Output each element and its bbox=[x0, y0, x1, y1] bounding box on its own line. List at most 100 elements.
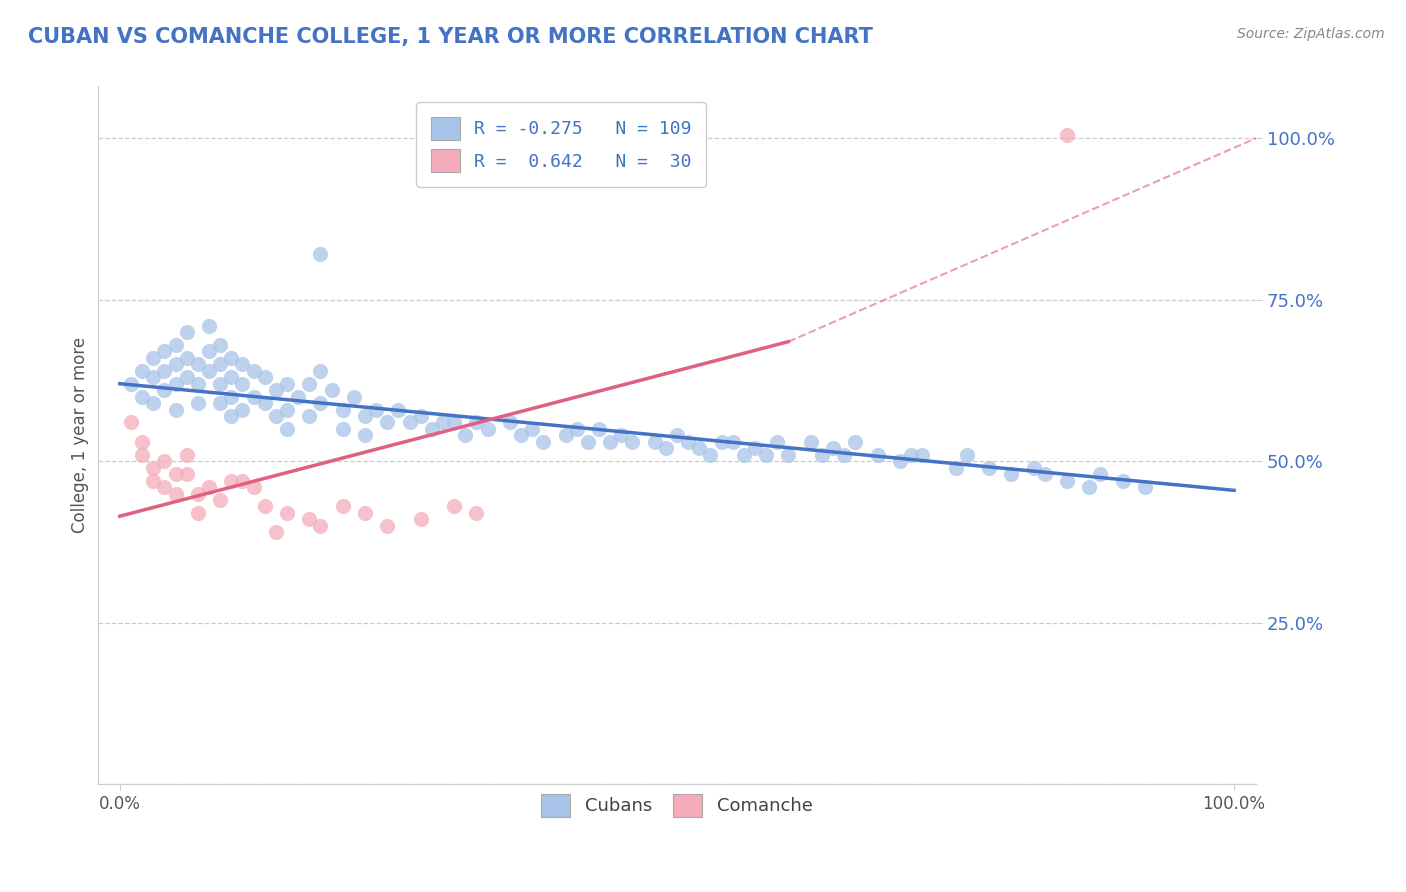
Point bbox=[165, 376, 187, 391]
Point bbox=[276, 402, 298, 417]
Point bbox=[276, 422, 298, 436]
Point bbox=[264, 383, 287, 397]
Point bbox=[209, 357, 232, 371]
Point bbox=[1090, 467, 1112, 482]
Point bbox=[231, 402, 253, 417]
Point bbox=[264, 409, 287, 423]
Text: Source: ZipAtlas.com: Source: ZipAtlas.com bbox=[1237, 27, 1385, 41]
Point bbox=[264, 525, 287, 540]
Point bbox=[176, 325, 198, 339]
Point bbox=[588, 422, 610, 436]
Point bbox=[844, 434, 866, 449]
Point bbox=[131, 364, 153, 378]
Point bbox=[131, 448, 153, 462]
Point bbox=[187, 486, 209, 500]
Point bbox=[198, 344, 221, 359]
Point bbox=[1133, 480, 1156, 494]
Point bbox=[321, 383, 343, 397]
Point bbox=[945, 460, 967, 475]
Point bbox=[366, 402, 388, 417]
Point bbox=[1111, 474, 1133, 488]
Point bbox=[800, 434, 823, 449]
Point bbox=[1078, 480, 1101, 494]
Point bbox=[565, 422, 588, 436]
Point bbox=[354, 409, 377, 423]
Point bbox=[309, 519, 332, 533]
Point bbox=[889, 454, 911, 468]
Point bbox=[298, 512, 321, 526]
Point bbox=[142, 460, 165, 475]
Point bbox=[219, 409, 242, 423]
Point bbox=[209, 338, 232, 352]
Point bbox=[375, 416, 398, 430]
Point bbox=[332, 500, 354, 514]
Point bbox=[142, 370, 165, 384]
Point bbox=[165, 486, 187, 500]
Point bbox=[443, 416, 465, 430]
Point bbox=[276, 376, 298, 391]
Point bbox=[900, 448, 922, 462]
Point bbox=[231, 357, 253, 371]
Point bbox=[375, 519, 398, 533]
Point bbox=[165, 338, 187, 352]
Point bbox=[1000, 467, 1022, 482]
Point bbox=[755, 448, 778, 462]
Point bbox=[187, 357, 209, 371]
Point bbox=[332, 422, 354, 436]
Point bbox=[187, 376, 209, 391]
Point bbox=[309, 247, 332, 261]
Point bbox=[165, 467, 187, 482]
Point bbox=[599, 434, 621, 449]
Legend: Cubans, Comanche: Cubans, Comanche bbox=[534, 787, 820, 824]
Point bbox=[977, 460, 1000, 475]
Point bbox=[219, 370, 242, 384]
Y-axis label: College, 1 year or more: College, 1 year or more bbox=[72, 337, 89, 533]
Point bbox=[242, 364, 264, 378]
Point bbox=[1033, 467, 1056, 482]
Text: CUBAN VS COMANCHE COLLEGE, 1 YEAR OR MORE CORRELATION CHART: CUBAN VS COMANCHE COLLEGE, 1 YEAR OR MOR… bbox=[28, 27, 873, 46]
Point bbox=[165, 357, 187, 371]
Point bbox=[309, 364, 332, 378]
Point bbox=[398, 416, 420, 430]
Point bbox=[209, 396, 232, 410]
Point bbox=[187, 506, 209, 520]
Point bbox=[409, 512, 432, 526]
Point bbox=[287, 390, 309, 404]
Point bbox=[420, 422, 443, 436]
Point bbox=[120, 376, 142, 391]
Point bbox=[644, 434, 666, 449]
Point bbox=[710, 434, 733, 449]
Point bbox=[665, 428, 688, 442]
Point bbox=[142, 474, 165, 488]
Point bbox=[209, 493, 232, 508]
Point bbox=[465, 416, 488, 430]
Point bbox=[409, 409, 432, 423]
Point bbox=[1056, 128, 1078, 142]
Point bbox=[721, 434, 744, 449]
Point bbox=[219, 474, 242, 488]
Point bbox=[699, 448, 721, 462]
Point bbox=[165, 402, 187, 417]
Point bbox=[120, 416, 142, 430]
Point bbox=[176, 370, 198, 384]
Point bbox=[198, 318, 221, 333]
Point bbox=[209, 376, 232, 391]
Point bbox=[465, 506, 488, 520]
Point bbox=[231, 474, 253, 488]
Point bbox=[778, 448, 800, 462]
Point bbox=[187, 396, 209, 410]
Point bbox=[253, 396, 276, 410]
Point bbox=[219, 351, 242, 365]
Point bbox=[821, 442, 844, 456]
Point bbox=[554, 428, 576, 442]
Point bbox=[766, 434, 789, 449]
Point bbox=[131, 434, 153, 449]
Point bbox=[911, 448, 934, 462]
Point bbox=[142, 351, 165, 365]
Point bbox=[387, 402, 409, 417]
Point bbox=[309, 396, 332, 410]
Point bbox=[253, 500, 276, 514]
Point bbox=[733, 448, 755, 462]
Point bbox=[443, 500, 465, 514]
Point bbox=[142, 396, 165, 410]
